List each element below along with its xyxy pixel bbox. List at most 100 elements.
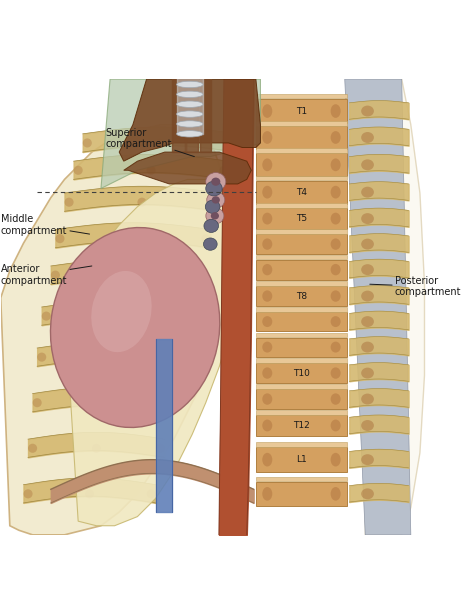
Ellipse shape <box>331 212 341 225</box>
Text: T8: T8 <box>296 292 307 301</box>
Polygon shape <box>119 79 260 161</box>
Ellipse shape <box>192 271 201 279</box>
Text: Superior
compartment: Superior compartment <box>106 128 194 157</box>
Polygon shape <box>256 307 347 311</box>
Ellipse shape <box>331 341 341 352</box>
Ellipse shape <box>361 394 374 405</box>
Polygon shape <box>256 255 347 259</box>
Text: Posterior
compartment: Posterior compartment <box>370 276 461 297</box>
Ellipse shape <box>331 104 341 118</box>
Text: T5: T5 <box>296 214 307 223</box>
Ellipse shape <box>331 238 341 250</box>
Ellipse shape <box>219 166 228 175</box>
Ellipse shape <box>183 311 192 321</box>
Ellipse shape <box>42 311 51 321</box>
Ellipse shape <box>99 398 108 407</box>
Ellipse shape <box>262 290 272 301</box>
Polygon shape <box>256 363 347 383</box>
Polygon shape <box>101 79 260 188</box>
Ellipse shape <box>51 271 60 279</box>
Polygon shape <box>256 442 347 447</box>
Ellipse shape <box>206 208 224 224</box>
Polygon shape <box>256 410 347 414</box>
Ellipse shape <box>206 173 226 191</box>
Ellipse shape <box>228 138 237 147</box>
Ellipse shape <box>128 234 137 243</box>
Ellipse shape <box>262 487 272 500</box>
Ellipse shape <box>361 160 374 170</box>
Ellipse shape <box>262 186 272 198</box>
Ellipse shape <box>331 394 341 405</box>
Ellipse shape <box>262 158 272 171</box>
Ellipse shape <box>262 316 272 327</box>
Ellipse shape <box>212 196 220 204</box>
Ellipse shape <box>55 234 64 243</box>
Polygon shape <box>256 94 347 98</box>
Text: T1: T1 <box>296 107 307 115</box>
Ellipse shape <box>177 71 203 78</box>
Ellipse shape <box>112 311 121 321</box>
Polygon shape <box>256 358 347 363</box>
Ellipse shape <box>331 487 341 500</box>
Ellipse shape <box>33 398 42 407</box>
Ellipse shape <box>331 453 341 467</box>
Ellipse shape <box>262 419 272 432</box>
Ellipse shape <box>361 420 374 431</box>
Polygon shape <box>256 208 347 229</box>
Ellipse shape <box>155 138 165 147</box>
Ellipse shape <box>361 187 374 198</box>
Polygon shape <box>256 181 347 204</box>
Ellipse shape <box>361 106 374 117</box>
Polygon shape <box>124 152 251 184</box>
Ellipse shape <box>211 212 219 220</box>
Polygon shape <box>256 448 347 472</box>
Polygon shape <box>0 125 228 535</box>
Ellipse shape <box>262 394 272 405</box>
Polygon shape <box>256 260 347 279</box>
Ellipse shape <box>262 453 272 467</box>
Ellipse shape <box>262 341 272 352</box>
Ellipse shape <box>262 238 272 250</box>
Polygon shape <box>256 281 347 286</box>
Text: Middle
compartment: Middle compartment <box>0 214 90 236</box>
Ellipse shape <box>262 104 272 118</box>
Text: L1: L1 <box>296 455 307 464</box>
Polygon shape <box>256 149 347 153</box>
Ellipse shape <box>165 398 174 407</box>
Ellipse shape <box>331 419 341 432</box>
Polygon shape <box>345 79 411 535</box>
Text: Anterior
compartment: Anterior compartment <box>0 264 92 286</box>
Ellipse shape <box>146 166 155 175</box>
Ellipse shape <box>331 186 341 198</box>
Polygon shape <box>256 286 347 306</box>
Ellipse shape <box>201 234 210 243</box>
Ellipse shape <box>361 213 374 224</box>
Ellipse shape <box>85 489 94 499</box>
Ellipse shape <box>331 158 341 171</box>
Ellipse shape <box>146 489 155 499</box>
Polygon shape <box>365 79 425 535</box>
Polygon shape <box>256 415 347 436</box>
Ellipse shape <box>203 238 217 251</box>
Ellipse shape <box>210 198 219 207</box>
Ellipse shape <box>331 131 341 144</box>
Ellipse shape <box>137 198 146 207</box>
Ellipse shape <box>206 181 222 196</box>
Text: T4: T4 <box>296 188 307 196</box>
Ellipse shape <box>331 264 341 275</box>
Polygon shape <box>256 234 347 254</box>
Ellipse shape <box>205 200 220 213</box>
Ellipse shape <box>92 444 101 453</box>
Polygon shape <box>256 229 347 234</box>
Ellipse shape <box>361 454 374 465</box>
Ellipse shape <box>262 367 272 379</box>
Ellipse shape <box>361 316 374 327</box>
Polygon shape <box>256 126 347 149</box>
Polygon shape <box>256 176 347 181</box>
Ellipse shape <box>204 219 219 233</box>
Ellipse shape <box>177 101 203 107</box>
Ellipse shape <box>24 489 33 499</box>
Ellipse shape <box>211 177 220 186</box>
Polygon shape <box>256 384 347 389</box>
Polygon shape <box>256 154 347 176</box>
